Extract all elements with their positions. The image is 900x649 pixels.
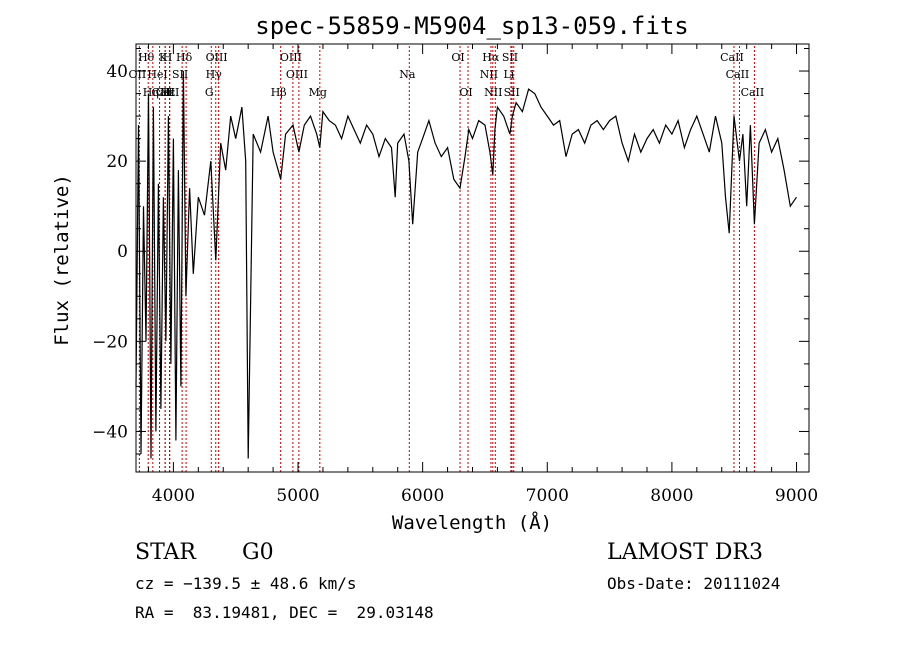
x-axis-label: Wavelength (Å) xyxy=(392,511,552,534)
annotation-label: Hδ xyxy=(176,51,193,64)
annotation-label: SII xyxy=(504,86,520,99)
annotation-label: OIII xyxy=(206,51,228,64)
annotation-label: Hη xyxy=(143,86,159,99)
annotation-label: Mg xyxy=(309,86,327,99)
y-tick-label: −20 xyxy=(92,332,128,352)
annotation-label: H xyxy=(163,86,173,99)
annotation-label: Hβ xyxy=(271,86,287,99)
annotation-label: G xyxy=(205,86,214,99)
annotation-label: Hε xyxy=(160,86,176,99)
survey-name: LAMOST DR3 xyxy=(607,540,763,565)
annotation-label: Li xyxy=(503,68,514,81)
annotation-label: K xyxy=(159,51,168,64)
x-tick-label: 4000 xyxy=(152,486,195,506)
chart-title: spec-55859-M5904_sp13-059.fits xyxy=(255,12,688,40)
annotation-label: OIII xyxy=(286,68,308,81)
annotation-label: CaII xyxy=(720,51,744,64)
annotation-label: NII xyxy=(480,68,498,81)
annotation-label: CaII xyxy=(741,86,765,99)
annotation-label: HeI xyxy=(147,68,167,81)
x-tick-label: 8000 xyxy=(650,486,693,506)
x-tick-label: 6000 xyxy=(401,486,444,506)
object-subclass: G0 xyxy=(242,540,274,565)
annotation-label: SII xyxy=(172,68,188,81)
spectrum-series xyxy=(135,70,797,459)
y-tick-label: 40 xyxy=(106,62,128,82)
annotation-label: OIII xyxy=(280,51,302,64)
annotation-label: Hθ xyxy=(138,51,155,64)
object-class: STAR xyxy=(135,540,196,565)
annotation-label: CaII xyxy=(726,68,750,81)
annotation-label: SII xyxy=(502,51,518,64)
x-tick-label: 7000 xyxy=(526,486,569,506)
x-tick-label: 5000 xyxy=(276,486,319,506)
plot-frame xyxy=(135,43,810,473)
redshift-line: cz = −139.5 ± 48.6 km/s xyxy=(135,574,357,593)
obs-date-line: Obs-Date: 20111024 xyxy=(607,574,781,593)
y-axis-ticks: −40 −20 0 20 40 xyxy=(92,48,809,455)
annotation-label: NII xyxy=(484,86,502,99)
annotation-label: OI xyxy=(451,51,464,64)
annotation-label: OI xyxy=(459,86,472,99)
annotation-label: OII xyxy=(129,68,147,81)
y-tick-label: 0 xyxy=(117,242,128,262)
y-tick-label: 20 xyxy=(106,152,128,172)
annotation-label: Hγ xyxy=(206,68,223,81)
annotation-label: Na xyxy=(399,68,416,81)
x-axis-ticks: 4000 5000 6000 7000 8000 9000 xyxy=(147,44,818,506)
spectrum-line xyxy=(135,70,797,459)
annotation-label: H xyxy=(163,51,173,64)
x-tick-label: 9000 xyxy=(775,486,818,506)
annotation-label: CaII xyxy=(156,86,180,99)
coordinates-line: RA = 83.19481, DEC = 29.03148 xyxy=(135,603,434,622)
y-tick-label: −40 xyxy=(92,422,128,442)
y-axis-label: Flux (relative) xyxy=(51,174,73,346)
